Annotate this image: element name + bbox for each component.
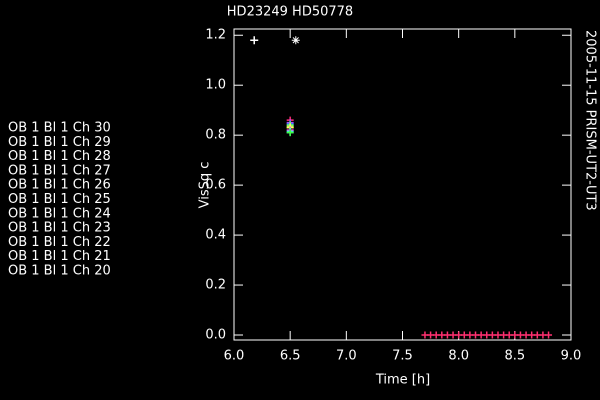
legend-label: OB 1 Bl 1 Ch 22: [8, 235, 111, 250]
y-tick-label: 1.2: [205, 28, 226, 43]
y-tick-label: 0.8: [205, 128, 226, 143]
x-tick-label: 7.0: [336, 349, 357, 364]
legend-label: OB 1 Bl 1 Ch 20: [8, 264, 111, 279]
legend-label: OB 1 Bl 1 Ch 21: [8, 249, 111, 264]
legend-label: OB 1 Bl 1 Ch 25: [8, 192, 111, 207]
plot-frame: [233, 28, 572, 341]
side-text: 2005-11-15 PRISM-UT2-UT3: [583, 30, 598, 211]
y-tick-label: 0.0: [205, 328, 226, 343]
x-tick-label: 8.0: [448, 349, 469, 364]
data-point: [286, 129, 294, 137]
x-tick-label: 8.5: [504, 349, 525, 364]
legend-label: OB 1 Bl 1 Ch 30: [8, 121, 111, 136]
x-tick-label: 9.0: [561, 349, 582, 364]
data-point: [291, 36, 300, 45]
chart-title: HD23249 HD50778: [227, 5, 353, 20]
data-point: [545, 331, 553, 339]
y-axis-label: VisSq c: [198, 162, 213, 209]
y-tick-label: 1.0: [205, 78, 226, 93]
legend-label: OB 1 Bl 1 Ch 26: [8, 178, 111, 193]
x-tick-label: 7.5: [392, 349, 413, 364]
y-tick-label: 0.2: [205, 278, 226, 293]
y-tick-label: 0.6: [205, 178, 226, 193]
legend-label: OB 1 Bl 1 Ch 23: [8, 221, 111, 236]
x-tick-label: 6.5: [280, 349, 301, 364]
legend-label: OB 1 Bl 1 Ch 29: [8, 135, 111, 150]
y-tick-label: 0.4: [205, 228, 226, 243]
x-axis-label: Time [h]: [375, 373, 430, 388]
legend-label: OB 1 Bl 1 Ch 27: [8, 163, 111, 178]
x-tick-label: 6.0: [224, 349, 245, 364]
data-point: [250, 36, 259, 45]
legend-label: OB 1 Bl 1 Ch 24: [8, 206, 111, 221]
legend-label: OB 1 Bl 1 Ch 28: [8, 149, 111, 164]
